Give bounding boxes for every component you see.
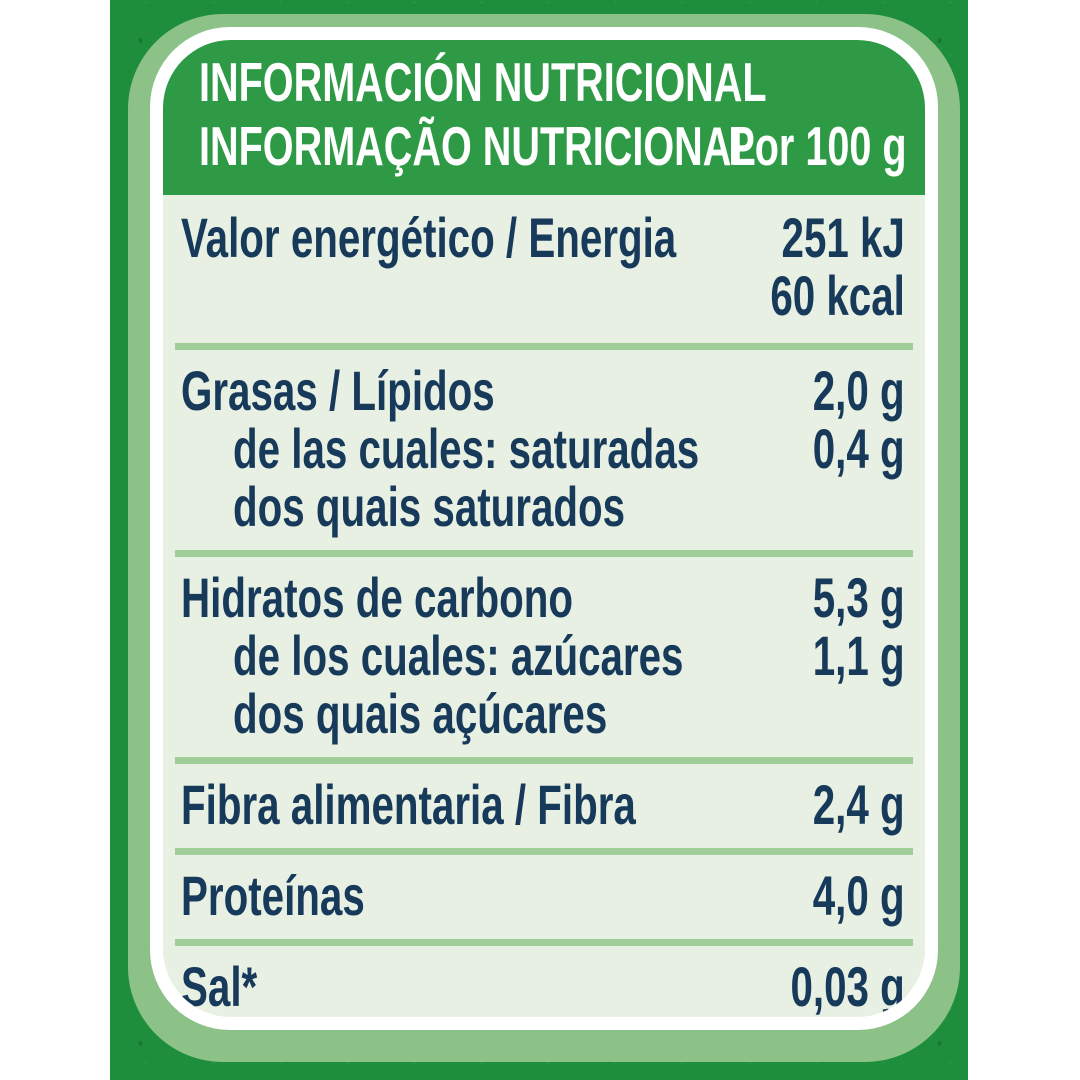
row-fat: Grasas / Lípidos 2,0 g de las cuales: sa… xyxy=(163,350,925,550)
salt-value: 0,03 g xyxy=(790,955,905,1017)
table-header: INFORMACIÓN NUTRICIONAL INFORMAÇÃO NUTRI… xyxy=(163,40,925,195)
header-titles: INFORMACIÓN NUTRICIONAL INFORMAÇÃO NUTRI… xyxy=(199,50,925,178)
carbs-value: 5,3 g xyxy=(813,566,905,629)
salt-line: Sal* 0,03 g xyxy=(181,958,905,1016)
carbs-sugars-label-es: de los cuales: azúcares xyxy=(233,624,684,687)
protein-label: Proteínas xyxy=(181,864,365,927)
row-divider xyxy=(175,343,913,350)
fiber-label: Fibra alimentaria / Fibra xyxy=(181,773,636,836)
fat-saturated-value: 0,4 g xyxy=(813,417,905,480)
fat-saturated-line-pt: dos quais saturados xyxy=(181,478,905,536)
energy-value-kcal: 60 kcal xyxy=(770,264,905,327)
label-white-border: INFORMACIÓN NUTRICIONAL INFORMAÇÃO NUTRI… xyxy=(150,27,938,1030)
carbs-sugars-label-pt: dos quais açúcares xyxy=(233,682,608,745)
energy-value-kj: 251 kJ xyxy=(781,206,905,269)
energy-values: 251 kJ 60 kcal xyxy=(770,209,905,325)
row-divider xyxy=(175,939,913,946)
fiber-line: Fibra alimentaria / Fibra 2,4 g xyxy=(181,776,905,834)
fat-saturated-label-pt: dos quais saturados xyxy=(233,475,626,538)
carbs-sugars-line-es: de los cuales: azúcares 1,1 g xyxy=(181,627,905,685)
title-spanish: INFORMACIÓN NUTRICIONAL xyxy=(199,51,767,113)
row-divider xyxy=(175,757,913,764)
carbs-line: Hidratos de carbono 5,3 g xyxy=(181,569,905,627)
row-salt: Sal* 0,03 g xyxy=(163,946,925,1017)
title-portuguese: INFORMAÇÃO NUTRICIONAL xyxy=(199,115,756,177)
fat-saturated-line-es: de las cuales: saturadas 0,4 g xyxy=(181,420,905,478)
nutrition-table: Valor energético / Energia 251 kJ 60 kca… xyxy=(163,195,925,1017)
row-divider xyxy=(175,550,913,557)
label-outer-frame: INFORMACIÓN NUTRICIONAL INFORMAÇÃO NUTRI… xyxy=(128,14,960,1062)
row-divider xyxy=(175,848,913,855)
per-100g-label: Por 100 g xyxy=(728,115,907,177)
row-fiber: Fibra alimentaria / Fibra 2,4 g xyxy=(163,764,925,848)
row-energy: Valor energético / Energia 251 kJ 60 kca… xyxy=(163,195,925,343)
carbs-sugars-line-pt: dos quais açúcares xyxy=(181,685,905,743)
fat-value: 2,0 g xyxy=(813,359,905,422)
nutrition-card: INFORMACIÓN NUTRICIONAL INFORMAÇÃO NUTRI… xyxy=(163,40,925,1017)
row-protein: Proteínas 4,0 g xyxy=(163,855,925,939)
carbs-sugars-value: 1,1 g xyxy=(813,624,905,687)
salt-label: Sal* xyxy=(181,955,258,1017)
row-carbohydrates: Hidratos de carbono 5,3 g de los cuales:… xyxy=(163,557,925,757)
protein-line: Proteínas 4,0 g xyxy=(181,867,905,925)
protein-value: 4,0 g xyxy=(813,864,905,927)
fat-label: Grasas / Lípidos xyxy=(181,359,495,422)
fat-saturated-label-es: de las cuales: saturadas xyxy=(233,417,700,480)
energy-line: Valor energético / Energia 251 kJ 60 kca… xyxy=(181,209,905,325)
carbs-label: Hidratos de carbono xyxy=(181,566,574,629)
packaging-panel: INFORMACIÓN NUTRICIONAL INFORMAÇÃO NUTRI… xyxy=(110,0,968,1080)
energy-label: Valor energético / Energia xyxy=(181,206,677,269)
fiber-value: 2,4 g xyxy=(813,773,905,836)
fat-line: Grasas / Lípidos 2,0 g xyxy=(181,362,905,420)
